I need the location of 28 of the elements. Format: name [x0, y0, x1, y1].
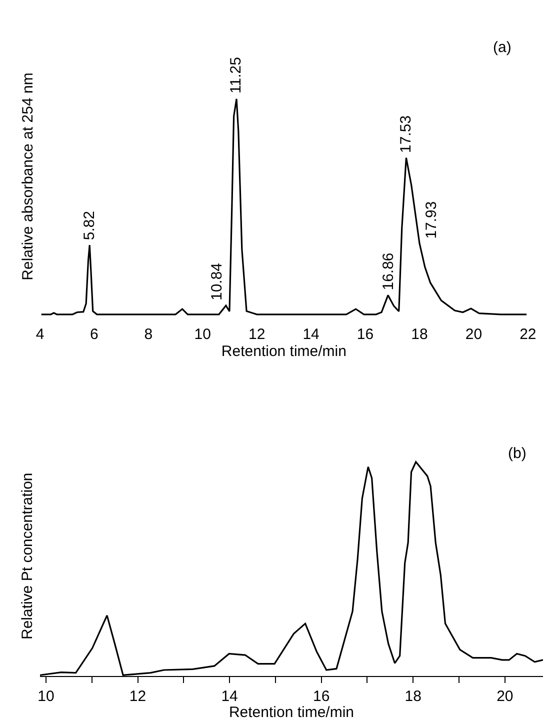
annotation: 10.84 [208, 262, 226, 301]
x-tick-label: 8 [144, 326, 153, 344]
x-tick-label: 10 [38, 688, 54, 705]
annotation: 17.53 [397, 115, 414, 153]
x-tick-label: 18 [404, 688, 422, 705]
x-tick-label: 20 [465, 326, 482, 344]
annotation: 16.86 [380, 252, 397, 290]
x-tick-label: 14 [221, 688, 238, 705]
x-tick-label: 12 [129, 688, 146, 705]
annotation: (b) [508, 445, 526, 462]
x-tick-label: 4 [36, 326, 44, 344]
x-tick-label: 16 [356, 326, 374, 344]
y-axis-title: Relative absorbance at 254 nm [19, 72, 36, 280]
annotation: 17.93 [423, 201, 440, 239]
x-tick-label: 16 [312, 688, 330, 705]
x-tick-label: 10 [194, 326, 211, 344]
x-tick-label: 6 [90, 326, 98, 344]
x-tick-label: 18 [411, 326, 428, 344]
x-axis-title: Retention time/min [228, 704, 354, 721]
text: (a) [493, 39, 512, 56]
x-axis-title: Retention time/min [221, 343, 346, 360]
x-tick-label: 12 [248, 326, 266, 344]
annotation: 5.82 [81, 210, 98, 240]
annotation: 11.25 [228, 57, 245, 94]
y-axis-title: Relative Pt concentration [19, 472, 36, 640]
x-tick-label: 20 [496, 688, 514, 705]
x-tick-label: 22 [520, 326, 536, 344]
x-tick-label: 14 [302, 326, 320, 344]
